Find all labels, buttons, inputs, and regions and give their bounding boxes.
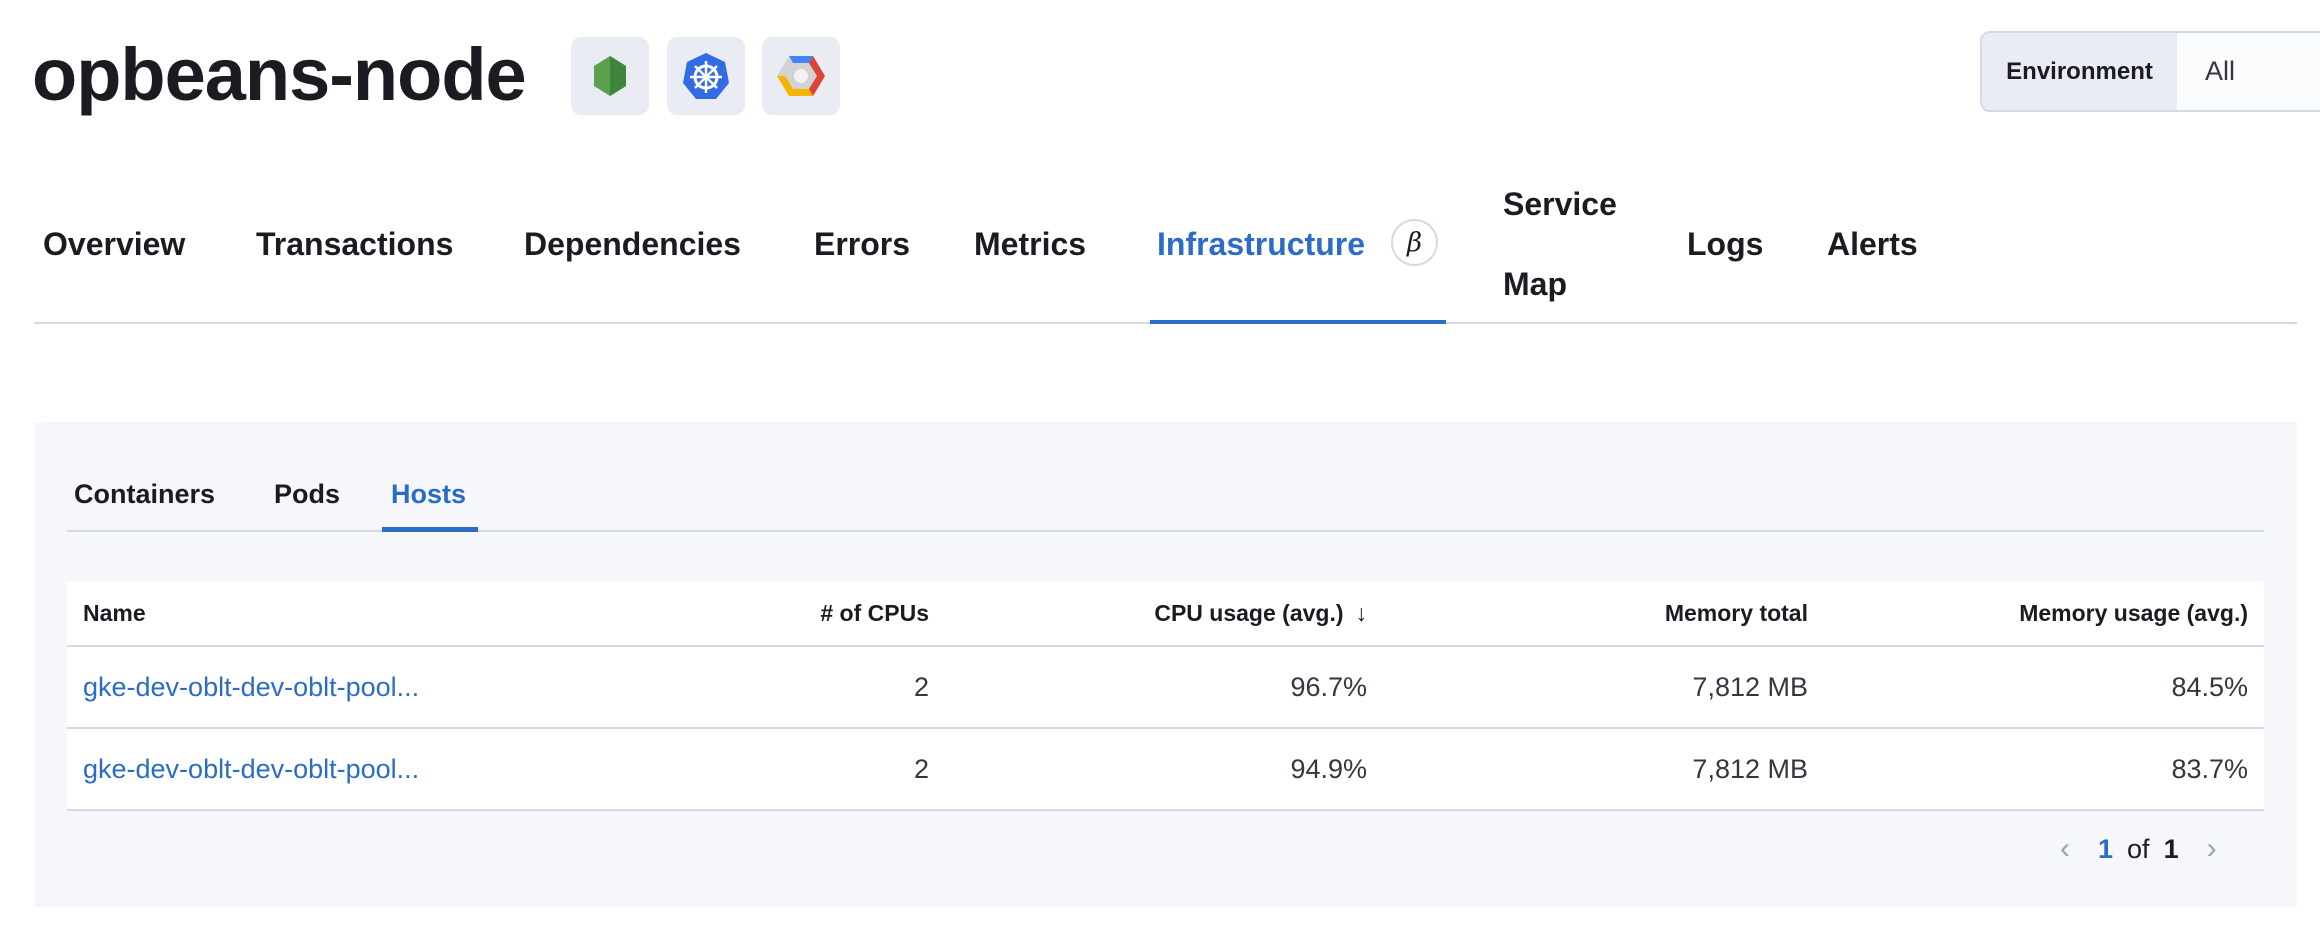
hosts-table: Name # of CPUs CPU usage (avg.) ↓ Memory…	[67, 582, 2264, 811]
subtab-hosts[interactable]: Hosts	[391, 479, 467, 509]
subtabs-divider	[67, 530, 2264, 532]
cpu-count: 2	[913, 671, 929, 702]
table-row: gke-dev-oblt-dev-oblt-pool... 2 94.9% 7,…	[67, 729, 2264, 811]
sort-descending-icon: ↓	[1355, 600, 1368, 626]
environment-select[interactable]: Environment All	[1980, 31, 2320, 112]
table-header: Name # of CPUs CPU usage (avg.) ↓ Memory…	[67, 582, 2264, 647]
subtab-pods[interactable]: Pods	[274, 479, 341, 509]
tab-metrics[interactable]: Metrics	[974, 226, 1087, 262]
tab-service-map-line1: Service	[1503, 186, 1617, 222]
page-title: opbeans-node	[32, 33, 527, 116]
kubernetes-icon-badge	[667, 37, 745, 115]
memory-usage: 84.5%	[2171, 671, 2248, 702]
total-pages: 1	[2163, 833, 2179, 864]
tab-logs[interactable]: Logs	[1687, 226, 1764, 262]
cpu-count: 2	[913, 753, 929, 784]
column-header-memory-total[interactable]: Memory total	[1664, 600, 1808, 626]
nodejs-icon-badge	[571, 37, 649, 115]
pagination: ‹ 1 of 1 ›	[2060, 832, 2217, 866]
environment-label: Environment	[1982, 33, 2177, 110]
column-header-memory-usage[interactable]: Memory usage (avg.)	[2019, 600, 2248, 626]
tab-alerts[interactable]: Alerts	[1827, 226, 1918, 262]
tab-transactions[interactable]: Transactions	[256, 226, 454, 262]
google-cloud-icon	[777, 56, 825, 96]
memory-usage: 83.7%	[2171, 753, 2248, 784]
kubernetes-icon	[683, 53, 729, 99]
tab-dependencies[interactable]: Dependencies	[524, 226, 741, 262]
host-name-link[interactable]: gke-dev-oblt-dev-oblt-pool...	[83, 753, 420, 784]
tab-overview[interactable]: Overview	[43, 226, 186, 262]
current-page[interactable]: 1	[2098, 833, 2114, 864]
active-subtab-indicator	[382, 527, 478, 532]
table-row: gke-dev-oblt-dev-oblt-pool... 2 96.7% 7,…	[67, 647, 2264, 729]
memory-total: 7,812 MB	[1692, 753, 1808, 784]
cpu-usage: 94.9%	[1290, 753, 1367, 784]
tab-infrastructure[interactable]: Infrastructure	[1157, 226, 1366, 262]
column-header-name[interactable]: Name	[83, 600, 146, 626]
tab-service-map[interactable]: Service Map	[1503, 182, 1617, 306]
memory-total: 7,812 MB	[1692, 671, 1808, 702]
tab-service-map-line2: Map	[1503, 266, 1567, 302]
column-header-cpu-usage[interactable]: CPU usage (avg.) ↓	[1154, 582, 1367, 645]
next-page-icon[interactable]: ›	[2206, 832, 2217, 865]
tab-errors[interactable]: Errors	[814, 226, 911, 262]
cpu-usage: 96.7%	[1290, 671, 1367, 702]
host-name-link[interactable]: gke-dev-oblt-dev-oblt-pool...	[83, 671, 420, 702]
nodejs-icon	[594, 56, 626, 96]
column-header-cpu-usage-label: CPU usage (avg.)	[1154, 600, 1344, 626]
previous-page-icon[interactable]: ‹	[2060, 832, 2070, 865]
beta-badge: β	[1391, 219, 1438, 266]
environment-value[interactable]: All	[2205, 56, 2236, 86]
google-cloud-icon-badge	[762, 37, 840, 115]
pagination-of: of	[2127, 833, 2150, 864]
subtab-containers[interactable]: Containers	[74, 479, 216, 509]
column-header-cpus[interactable]: # of CPUs	[820, 600, 929, 626]
active-tab-indicator	[1150, 320, 1446, 324]
